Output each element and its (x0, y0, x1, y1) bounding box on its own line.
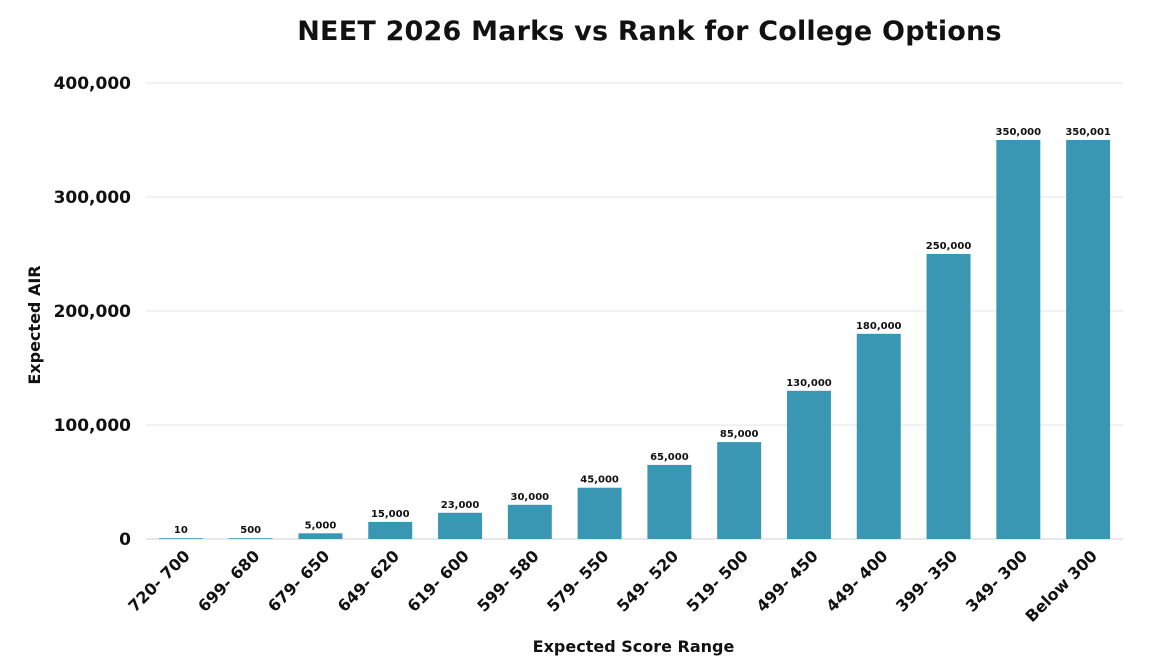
data-label: 65,000 (650, 452, 689, 463)
bar (298, 533, 343, 539)
x-tick-label: 499- 450 (752, 546, 821, 615)
y-tick-label: 100,000 (54, 416, 132, 436)
x-tick-label: 699- 680 (194, 546, 263, 615)
bar (158, 538, 203, 539)
gridlines (146, 82, 1123, 540)
x-axis-label: Expected Score Range (533, 637, 735, 656)
x-tick-label: 449- 400 (822, 546, 891, 615)
bar (926, 254, 971, 539)
y-tick-label: 0 (119, 530, 131, 550)
data-label: 250,000 (926, 241, 972, 252)
bar (647, 464, 692, 539)
bar (507, 504, 552, 539)
data-label: 10 (174, 525, 188, 536)
x-tick-label: 619- 600 (404, 546, 473, 615)
data-label: 350,001 (1065, 127, 1111, 138)
data-label: 30,000 (511, 492, 550, 503)
x-tick-label: 519- 500 (683, 546, 752, 615)
bar (1066, 139, 1111, 540)
data-label: 350,000 (996, 127, 1042, 138)
bar (786, 390, 831, 539)
data-labels: 10 500 5,000 15,000 23,000 30,000 45,000 65,000… (174, 127, 1111, 536)
data-label: 23,000 (441, 500, 480, 511)
bar (577, 487, 622, 539)
x-tick-label: 349- 300 (962, 546, 1031, 615)
x-tick-label: 679- 650 (264, 546, 333, 615)
x-tick-label: 399- 350 (892, 546, 961, 615)
data-label: 500 (240, 525, 261, 536)
x-tick-label: 720- 700 (124, 546, 193, 615)
x-tick-label: 579- 550 (543, 546, 612, 615)
data-label: 5,000 (305, 520, 337, 531)
bar (996, 140, 1041, 539)
bar (856, 333, 901, 539)
bar (717, 442, 762, 539)
y-axis-ticks: 0 100,000 200,000 300,000 400,000 (54, 74, 132, 550)
chart-title: NEET 2026 Marks vs Rank for College Opti… (297, 16, 1002, 47)
bars (158, 139, 1111, 540)
bar (438, 512, 483, 539)
x-tick-label: 549- 520 (613, 546, 682, 615)
data-label: 15,000 (371, 509, 410, 520)
data-label: 85,000 (720, 429, 759, 440)
bar (228, 538, 273, 539)
y-axis-label: Expected AIR (25, 265, 44, 384)
data-label: 180,000 (856, 321, 902, 332)
x-tick-label: Below 300 (1022, 546, 1101, 625)
x-tick-label: 649- 620 (334, 546, 403, 615)
x-tick-label: 599- 580 (473, 546, 542, 615)
data-label: 130,000 (786, 378, 832, 389)
y-tick-label: 200,000 (54, 302, 132, 322)
x-axis-ticks: 720- 700 699- 680 679- 650 649- 620 619- 600… (124, 546, 1101, 625)
y-tick-label: 300,000 (54, 188, 132, 208)
bar (368, 521, 413, 539)
data-label: 45,000 (580, 475, 619, 486)
y-tick-label: 400,000 (54, 74, 132, 94)
